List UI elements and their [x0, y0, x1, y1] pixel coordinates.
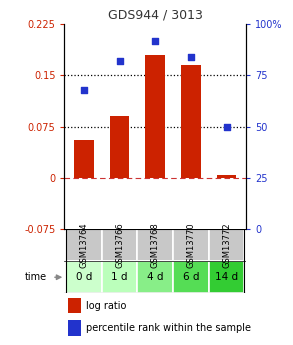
Text: GSM13768: GSM13768	[151, 222, 160, 268]
Bar	[102, 229, 137, 261]
Text: 6 d: 6 d	[183, 272, 199, 282]
Text: GSM13772: GSM13772	[222, 223, 231, 268]
Bar	[173, 229, 209, 261]
Bar	[66, 229, 102, 261]
Bar	[74, 140, 94, 178]
Point	[153, 38, 158, 43]
Point	[189, 54, 193, 60]
Bar	[137, 229, 173, 261]
Text: 1 d: 1 d	[111, 272, 128, 282]
Bar	[209, 261, 244, 293]
Bar	[173, 261, 209, 293]
Bar	[209, 229, 244, 261]
Text: 0 d: 0 d	[76, 272, 92, 282]
Bar	[137, 261, 173, 293]
Title: GDS944 / 3013: GDS944 / 3013	[108, 9, 203, 22]
Bar	[217, 175, 236, 178]
Text: GSM13770: GSM13770	[186, 223, 195, 268]
Bar	[66, 261, 102, 293]
Bar	[68, 298, 81, 313]
Bar	[181, 65, 201, 178]
Bar	[68, 320, 81, 336]
Text: GSM13766: GSM13766	[115, 222, 124, 268]
Point	[82, 87, 86, 92]
Bar	[102, 261, 137, 293]
Text: 14 d: 14 d	[215, 272, 238, 282]
Text: time: time	[25, 272, 47, 282]
Bar	[146, 55, 165, 178]
Point	[224, 124, 229, 129]
Text: log ratio: log ratio	[86, 301, 127, 311]
Text: 4 d: 4 d	[147, 272, 163, 282]
Bar	[110, 116, 130, 178]
Point	[117, 58, 122, 64]
Text: GSM13764: GSM13764	[80, 223, 88, 268]
Text: percentile rank within the sample: percentile rank within the sample	[86, 323, 251, 333]
